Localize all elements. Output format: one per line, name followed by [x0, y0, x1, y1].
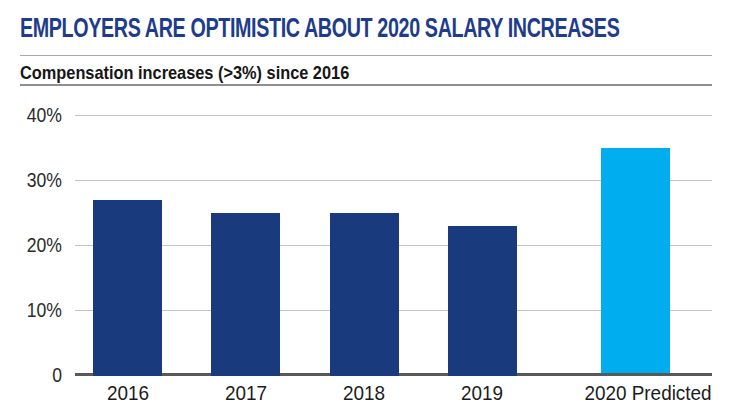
y-axis-tick-label: 10%: [7, 298, 62, 322]
bar-2020-predicted: [601, 148, 670, 374]
chart-panel: EMPLOYERS ARE OPTIMISTIC ABOUT 2020 SALA…: [0, 0, 729, 417]
bar-2017: [211, 213, 280, 377]
gridline-40: [75, 115, 712, 116]
bar-2019: [448, 226, 517, 377]
title-divider-line: [20, 55, 712, 56]
subtitle-divider-line: [20, 84, 712, 86]
bar-2016: [93, 200, 162, 377]
x-axis-tick-label: 2020 Predicted: [549, 381, 729, 405]
chart-title: EMPLOYERS ARE OPTIMISTIC ABOUT 2020 SALA…: [20, 13, 619, 44]
bar-chart: 40%30%20%10%020162017201820192020 Predic…: [0, 100, 729, 417]
bar-2018: [330, 213, 399, 377]
y-axis-tick-label: 30%: [7, 168, 62, 192]
y-axis-tick-label: 20%: [7, 233, 62, 257]
chart-subtitle: Compensation increases (>3%) since 2016: [20, 62, 349, 84]
y-axis-tick-label: 40%: [7, 103, 62, 127]
